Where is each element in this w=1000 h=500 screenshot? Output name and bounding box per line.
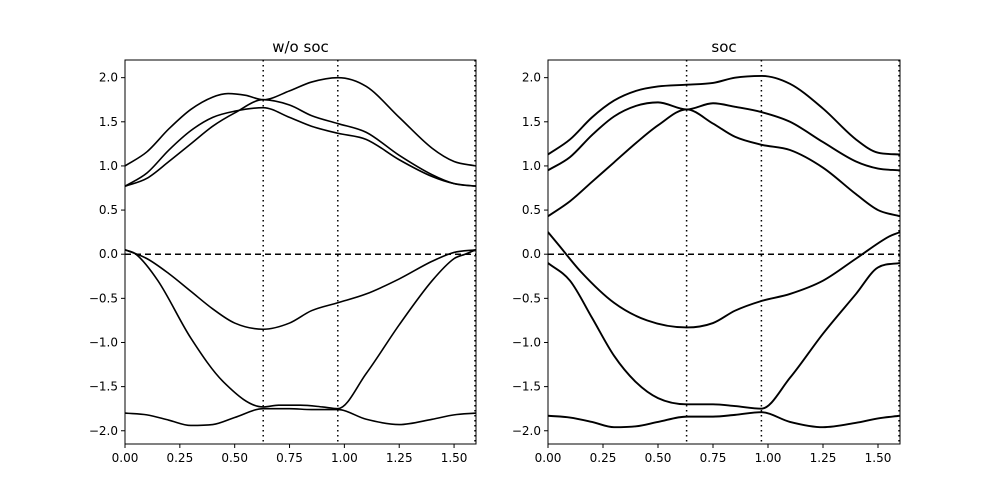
y-tick-label: 1.0 (522, 159, 541, 173)
x-tick-label: 0.25 (166, 451, 193, 465)
x-tick-label: 1.50 (865, 451, 892, 465)
band-line-6 (548, 74, 900, 156)
x-tick-label: 0.75 (276, 451, 303, 465)
band-line-4 (125, 98, 476, 188)
y-tick-label: −0.5 (89, 291, 118, 305)
band-line-3 (125, 248, 476, 331)
x-tick-label: 0.50 (221, 451, 248, 465)
y-tick-label: −1.0 (89, 335, 118, 349)
x-tick-label: 0.00 (112, 451, 139, 465)
x-tick-label: 0.50 (645, 451, 672, 465)
y-tick-label: 2.0 (522, 71, 541, 85)
y-tick-label: −1.0 (512, 335, 541, 349)
x-tick-label: 1.50 (441, 451, 468, 465)
x-tick-label: 1.00 (755, 451, 782, 465)
y-tick-label: 1.0 (99, 159, 118, 173)
band-line-5 (548, 101, 900, 172)
band-line-2 (125, 248, 476, 410)
y-tick-label: 2.0 (99, 71, 118, 85)
band-line-6 (125, 76, 476, 167)
axes-frame (124, 59, 477, 445)
y-tick-label: −2.0 (89, 424, 118, 438)
y-tick-label: −0.5 (512, 291, 541, 305)
x-tick-label: 0.25 (590, 451, 617, 465)
y-tick-label: 0.5 (99, 203, 118, 217)
band-line-5 (125, 106, 476, 188)
x-tick-label: 1.25 (386, 451, 413, 465)
band-line-4 (548, 108, 900, 218)
chart-title: w/o soc (272, 38, 329, 56)
band-line-1 (548, 411, 900, 429)
y-tick-label: 0.5 (522, 203, 541, 217)
x-tick-label: 1.25 (810, 451, 837, 465)
chart-title: soc (711, 38, 736, 56)
y-tick-label: 0.0 (99, 247, 118, 261)
band-line-2 (548, 262, 900, 410)
band-line-1 (125, 407, 476, 427)
band-line-3 (548, 231, 900, 329)
y-tick-label: 0.0 (522, 247, 541, 261)
x-tick-label: 1.00 (331, 451, 358, 465)
x-tick-label: 0.75 (700, 451, 727, 465)
y-tick-label: 1.5 (522, 115, 541, 129)
y-tick-label: 1.5 (99, 115, 118, 129)
x-tick-label: 0.00 (535, 451, 562, 465)
y-tick-label: −2.0 (512, 424, 541, 438)
panel-with-soc: soc 0.00 0.25 0.50 0.75 1.00 1.25 1.50 2.0 1.5 1.0… (512, 38, 901, 465)
plot-area (548, 60, 900, 444)
y-tick-label: −1.5 (512, 380, 541, 394)
y-tick-label: −1.5 (89, 380, 118, 394)
panel-without-soc: w/o soc 0.00 0.25 0.50 0.75 1.00 1.25 1.50 2.0 1.… (89, 38, 477, 465)
plot-area (125, 60, 476, 444)
axes-frame (547, 59, 901, 445)
